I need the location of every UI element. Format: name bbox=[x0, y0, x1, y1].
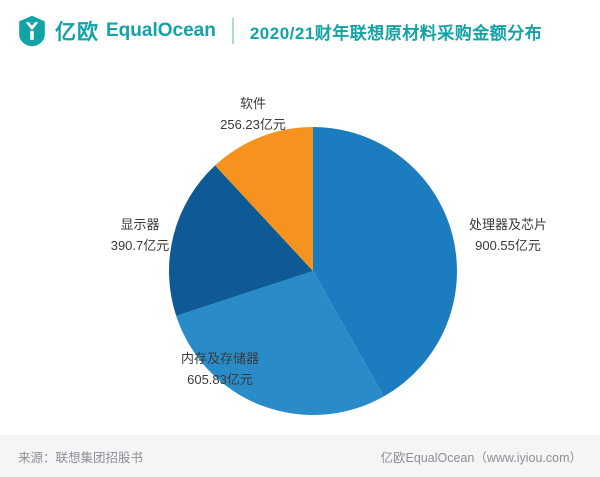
slice-label-display: 显示器 390.7亿元 bbox=[88, 214, 192, 256]
slice-label-display-name: 显示器 bbox=[120, 217, 160, 232]
header: 亿欧 EqualOcean 2020/21财年联想原材料采购金额分布 bbox=[16, 12, 584, 50]
footer: 来源：联想集团招股书 亿欧EqualOcean（www.iyiou.com） bbox=[0, 435, 600, 477]
page-title: 2020/21财年联想原材料采购金额分布 bbox=[249, 23, 543, 43]
slice-label-software-name: 软件 bbox=[239, 96, 266, 111]
brand: 亿欧 EqualOcean bbox=[16, 15, 216, 47]
pie-slice-3 bbox=[215, 127, 313, 271]
slice-label-memory: 内存及存储器 605.83亿元 bbox=[165, 348, 275, 390]
equalocean-logo-icon bbox=[19, 15, 45, 47]
pie-slice-2 bbox=[169, 165, 313, 316]
pie-chart bbox=[168, 126, 458, 416]
brand-name-cn: 亿欧 bbox=[55, 21, 99, 44]
slice-label-processor-value: 900.55亿元 bbox=[475, 238, 541, 253]
slice-label-software: 软件 256.23亿元 bbox=[193, 93, 313, 135]
slice-label-software-value: 256.23亿元 bbox=[220, 117, 286, 132]
footer-credit: 亿欧EqualOcean（www.iyiou.com） bbox=[380, 450, 582, 465]
brand-name-en: EqualOcean bbox=[106, 20, 216, 41]
slice-label-memory-value: 605.83亿元 bbox=[187, 372, 253, 387]
slice-label-processor-name: 处理器及芯片 bbox=[468, 217, 547, 232]
header-separator bbox=[231, 18, 234, 44]
slice-label-processor: 处理器及芯片 900.55亿元 bbox=[448, 214, 568, 256]
footer-source: 来源：联想集团招股书 bbox=[18, 450, 144, 465]
pie-chart-svg bbox=[169, 127, 457, 415]
pie-slice-1 bbox=[176, 271, 384, 415]
slice-label-display-value: 390.7亿元 bbox=[110, 238, 170, 253]
slice-label-memory-name: 内存及存储器 bbox=[180, 351, 259, 366]
pie-slice-0 bbox=[313, 127, 457, 397]
